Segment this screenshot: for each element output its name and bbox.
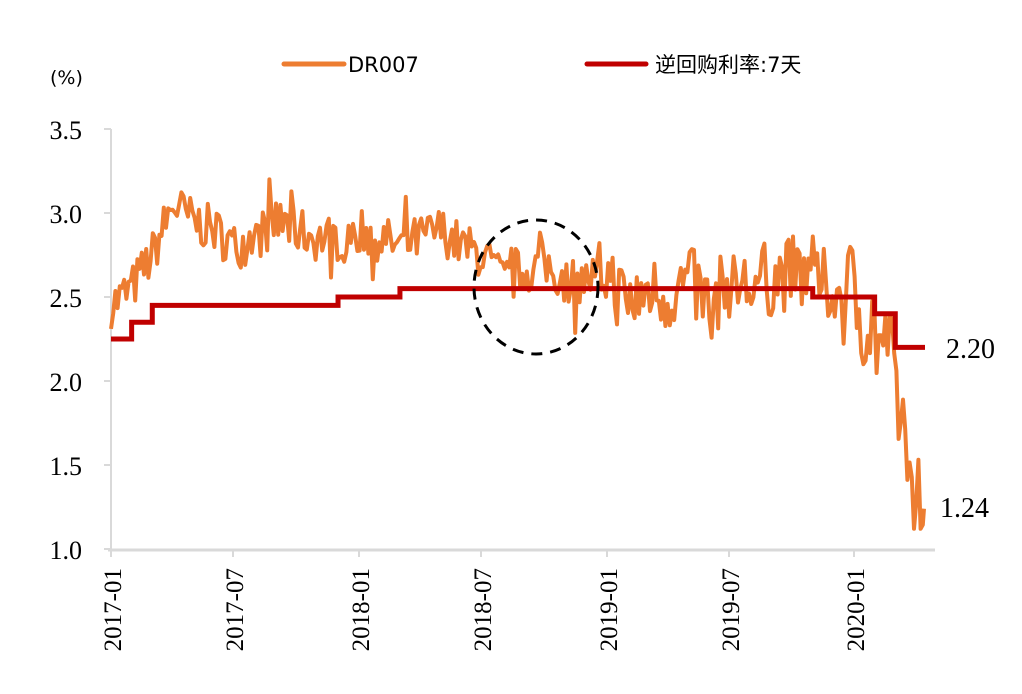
y-tick-label: 2.5 [50, 284, 83, 313]
x-tick-label: 2017-01 [100, 568, 127, 651]
reverse-repo-last-value: 2.20 [946, 334, 995, 365]
x-tick-label: 2020-01 [843, 568, 870, 651]
x-axis: 2017-01 2017-07 2018-01 2018-07 2019-01 … [100, 548, 935, 651]
reverse-repo-line [111, 286, 925, 350]
x-tick-label: 2018-07 [470, 568, 497, 651]
legend-dr007-label: DR007 [348, 53, 419, 77]
x-tick-label: 2017-07 [222, 568, 249, 651]
x-tick-label: 2019-01 [596, 568, 623, 651]
x-tick-label: 2018-01 [348, 568, 375, 651]
legend: DR007 逆回购利率:7天 [281, 53, 801, 77]
y-tick-label: 1.5 [50, 452, 83, 481]
dr007-line [109, 177, 926, 531]
y-tick-label: 3.5 [50, 116, 83, 145]
x-tick-label: 2019-07 [718, 568, 745, 651]
y-tick-label: 2.0 [50, 368, 83, 397]
y-tick-label: 3.0 [50, 200, 83, 229]
dr007-last-value: 1.24 [940, 493, 989, 524]
y-tick-label: 1.0 [50, 536, 83, 565]
y-axis: 3.5 3.0 2.5 2.0 1.5 1.0 [50, 116, 112, 565]
y-axis-unit: (%) [50, 67, 83, 89]
highlight-dashed-circle [472, 218, 600, 356]
legend-reverse-repo-label: 逆回购利率:7天 [655, 53, 801, 77]
